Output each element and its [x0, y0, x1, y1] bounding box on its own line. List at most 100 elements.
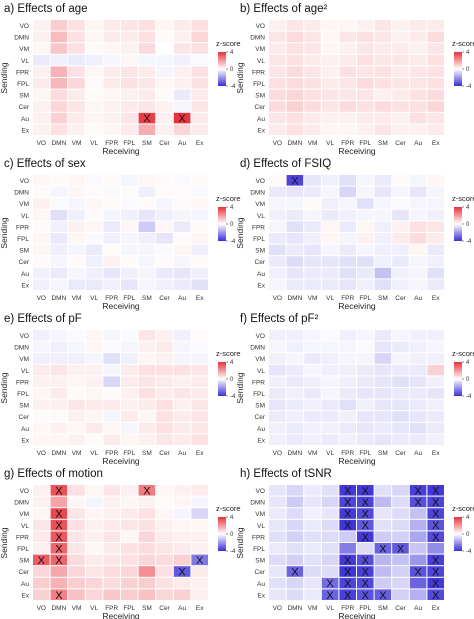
- heatmap-cell: [392, 31, 409, 43]
- heatmap-cell: [269, 101, 286, 112]
- significance-mark: X: [344, 578, 352, 590]
- heatmap-cell: [304, 376, 321, 387]
- heatmap-cell: [392, 89, 409, 101]
- heatmap-cell: [304, 244, 321, 256]
- heatmap-cell: [339, 209, 356, 221]
- y-tick-label: SM: [19, 558, 29, 565]
- heatmap-cell: [286, 31, 304, 43]
- x-tick-label: FPR: [105, 140, 118, 147]
- heatmap-cell: [103, 209, 120, 221]
- heatmap-cell: [103, 496, 120, 508]
- heatmap-cell: [85, 341, 103, 353]
- y-tick-label: SM: [19, 93, 29, 100]
- heatmap-cell: [85, 577, 103, 589]
- y-tick-label: FPL: [253, 391, 265, 398]
- heatmap-cell: [173, 186, 191, 198]
- heatmap-cell: [357, 543, 374, 554]
- heatmap-cell: [33, 279, 50, 290]
- heatmap-cell: [374, 221, 392, 232]
- heatmap-cell: [138, 577, 156, 589]
- heatmap-cell: [50, 364, 68, 376]
- significance-mark: X: [432, 532, 440, 544]
- colorbar-tick-label: -4: [230, 549, 236, 555]
- heatmap-cell: [374, 78, 392, 89]
- heatmap-cell: [121, 244, 138, 256]
- heatmap-cell: [50, 508, 68, 519]
- heatmap-cell: [138, 554, 156, 566]
- heatmap-cell: [121, 577, 138, 589]
- heatmap-cell: [85, 485, 103, 496]
- heatmap-cell: [173, 101, 191, 112]
- x-tick-label: FPL: [359, 140, 371, 147]
- heatmap-cell: [357, 244, 374, 256]
- y-tick-label: VL: [257, 523, 265, 530]
- heatmap-cell: [138, 78, 156, 89]
- heatmap-cell: [409, 198, 427, 209]
- heatmap-cell: [138, 330, 156, 341]
- y-tick-label: FPL: [17, 391, 29, 398]
- heatmap-cell: [409, 554, 427, 566]
- x-tick-label: VO: [37, 450, 46, 457]
- x-tick-label: DMN: [287, 140, 302, 147]
- heatmap-cell: [121, 20, 138, 31]
- heatmap-cell: [85, 388, 103, 399]
- y-tick-label: Ex: [257, 592, 265, 599]
- heatmap-cell: [138, 496, 156, 508]
- y-tick-label: VM: [255, 356, 265, 363]
- heatmap-cell: [156, 198, 173, 209]
- heatmap-cell: [427, 43, 444, 54]
- heatmap-cell: [33, 353, 50, 364]
- heatmap-cell: [173, 422, 191, 434]
- heatmap-cell: [173, 399, 191, 411]
- heatmap-cell: [85, 554, 103, 566]
- heatmap-cell: [269, 89, 286, 101]
- heatmap-cell: [357, 330, 374, 341]
- heatmap-cell: [286, 209, 304, 221]
- x-tick-label: VM: [72, 605, 82, 612]
- heatmap-cell: [121, 43, 138, 54]
- heatmap-cell: [286, 566, 304, 577]
- heatmap-cell: [321, 422, 339, 434]
- y-tick-label: Ex: [257, 437, 265, 444]
- y-axis-label: Sending: [0, 62, 9, 93]
- heatmap-cell: [392, 531, 409, 542]
- heatmap-cell: [409, 376, 427, 387]
- heatmap-cell: [173, 209, 191, 221]
- heatmap-cell: [103, 531, 120, 542]
- x-tick-label: DMN: [287, 605, 302, 612]
- heatmap-cell: [286, 508, 304, 519]
- heatmap-cell: [33, 330, 50, 341]
- heatmap-cell: [138, 198, 156, 209]
- heatmap-cell: [392, 54, 409, 66]
- heatmap-cell: [286, 233, 304, 244]
- heatmap-cell: [374, 554, 392, 566]
- heatmap-cell: [339, 78, 356, 89]
- heatmap-cell: [33, 31, 50, 43]
- colorbar-tick-label: 4: [466, 360, 470, 366]
- heatmap-cell: [156, 175, 173, 186]
- heatmap-cell: [321, 186, 339, 198]
- heatmap-cell: [286, 376, 304, 387]
- heatmap-cell: [103, 508, 120, 519]
- heatmap-cell: [269, 112, 286, 124]
- heatmap-cell: [269, 330, 286, 341]
- heatmap-cell: [374, 376, 392, 387]
- heatmap-cell: [357, 124, 374, 135]
- heatmap-cell: [374, 66, 392, 77]
- y-tick-label: Cer: [255, 259, 266, 266]
- heatmap-cell: [173, 376, 191, 387]
- heatmap-cell: [50, 434, 68, 445]
- heatmap-cell: [121, 198, 138, 209]
- y-tick-label: Au: [257, 426, 265, 433]
- x-tick-label: VM: [72, 140, 82, 147]
- significance-mark: X: [344, 509, 352, 521]
- y-tick-label: Cer: [255, 414, 266, 421]
- heatmap-cell: [374, 508, 392, 519]
- heatmap-cell: [357, 388, 374, 399]
- heatmap-cell: [103, 341, 120, 353]
- y-tick-label: Ex: [257, 282, 265, 289]
- heatmap-cell: [427, 233, 444, 244]
- heatmap-cell: [138, 388, 156, 399]
- heatmap-cell: [138, 66, 156, 77]
- colorbar-title: z-score: [216, 39, 241, 48]
